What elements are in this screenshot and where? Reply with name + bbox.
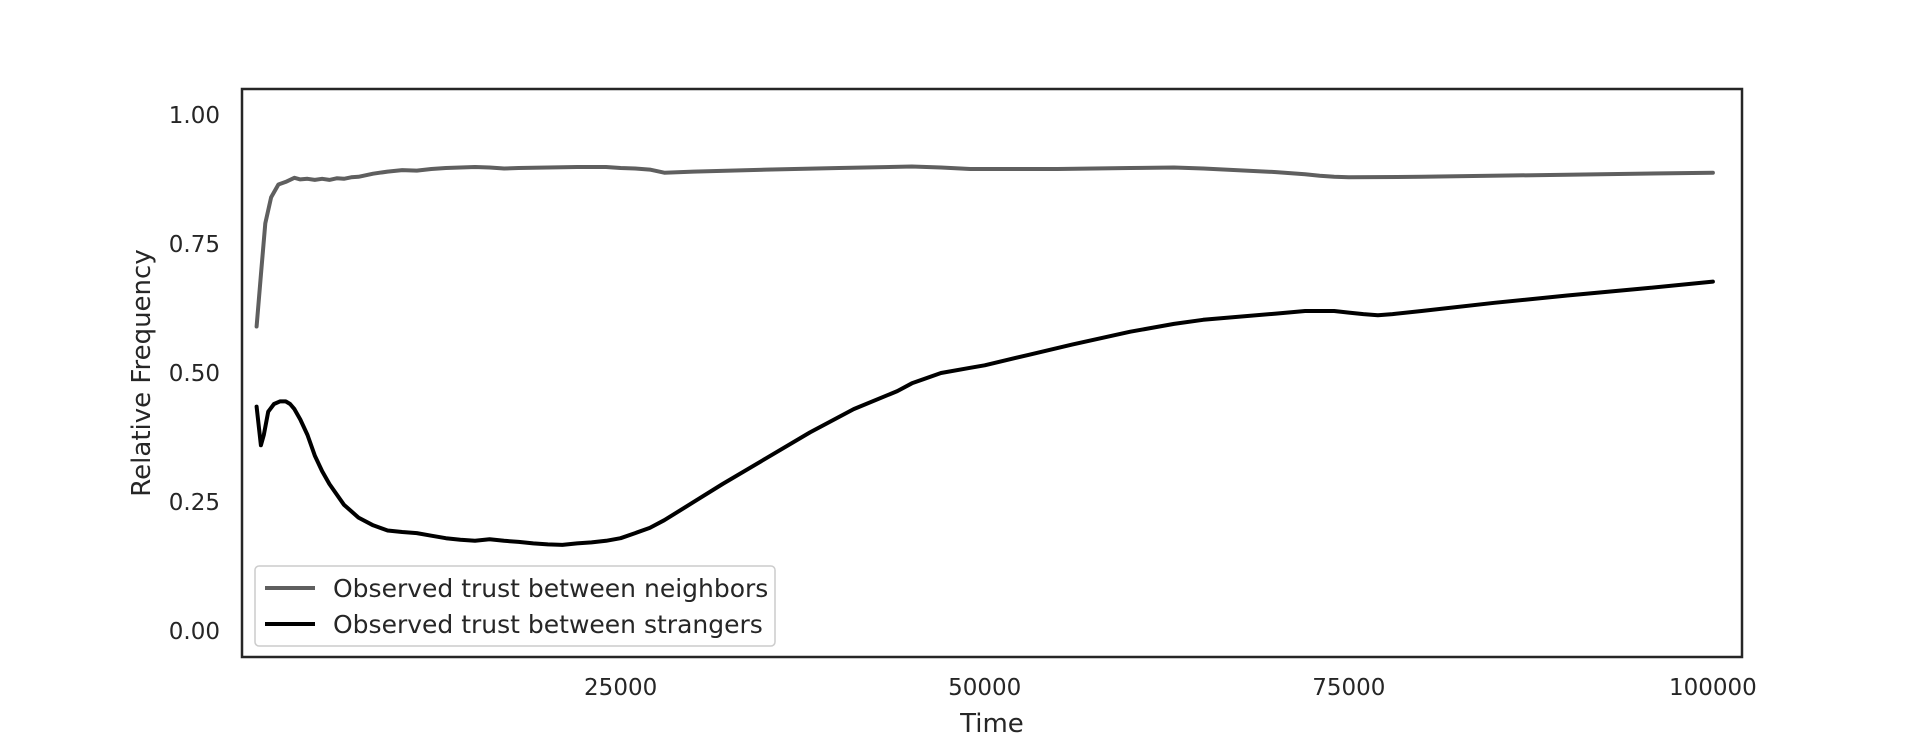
legend-label: Observed trust between neighbors — [333, 574, 768, 603]
legend-box — [254, 565, 776, 647]
y-tick-label: 0.00 — [169, 619, 220, 645]
y-axis-ticks: 0.00 0.25 0.50 0.75 1.00 — [169, 103, 220, 645]
y-axis-title: Relative Frequency — [127, 249, 157, 496]
x-tick-label: 100000 — [1669, 675, 1757, 701]
x-axis-ticks: 25000 50000 75000 100000 — [584, 675, 1757, 701]
y-tick-label: 0.75 — [169, 232, 220, 258]
x-axis-title: Time — [959, 709, 1024, 734]
y-tick-label: 0.50 — [169, 361, 220, 387]
x-tick-label: 25000 — [584, 675, 657, 701]
y-tick-label: 1.00 — [169, 103, 220, 129]
series-line-1 — [254, 164, 1715, 329]
plot-area — [242, 89, 1742, 657]
x-tick-label: 75000 — [1312, 675, 1385, 701]
series-lines — [254, 164, 1715, 547]
y-tick-label: 0.25 — [169, 490, 220, 516]
series-line-2 — [254, 279, 1715, 547]
legend-label: Observed trust between strangers — [333, 610, 763, 639]
plot-frame — [240, 87, 1744, 659]
x-tick-label: 50000 — [948, 675, 1021, 701]
legend: Observed trust between neighbors Observed… — [254, 565, 776, 647]
